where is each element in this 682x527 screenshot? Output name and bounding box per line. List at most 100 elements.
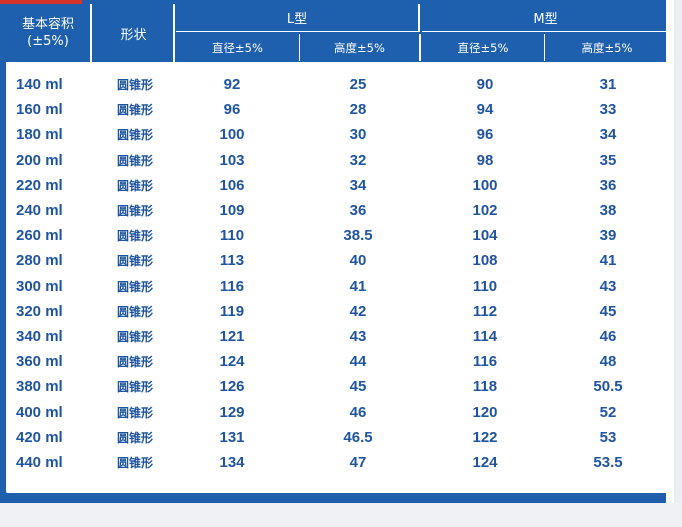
l-diameter-cell: 103 [219,151,245,169]
m-height-cell: 50.5 [593,378,623,396]
l-height-cell: 46.5 [343,428,373,446]
capacity-cell: 320 ml [16,302,63,320]
l-diameter-cell: 131 [219,428,245,446]
m-height-cell: 36 [599,176,617,194]
m-diameter-cell: 108 [472,252,498,270]
header-capacity-label: 基本容积 [21,17,74,32]
table-row: 420 ml 圆锥形 131 46.5 122 53 [6,425,669,450]
shape-cell: 圆锥形 [116,78,153,92]
table-row: 320 ml 圆锥形 119 42 112 45 [6,299,669,324]
l-height-cell: 42 [349,302,367,320]
m-height-cell: 45 [599,302,617,320]
shape-cell: 圆锥形 [116,254,153,269]
m-height-cell: 31 [599,76,617,93]
l-height-cell: 34 [349,176,367,194]
m-height-cell: 41 [599,252,617,270]
l-height-cell: 25 [349,76,367,93]
m-diameter-cell: 96 [476,126,494,144]
table-row: 200 ml 圆锥形 103 32 98 35 [6,148,669,173]
l-height-cell: 28 [349,101,367,119]
l-diameter-cell: 124 [219,353,245,371]
table-row: 300 ml 圆锥形 116 41 110 43 [6,274,669,299]
m-diameter-cell: 122 [472,428,498,446]
l-height-cell: 40 [349,252,367,270]
shape-cell: 圆锥形 [116,456,153,470]
table-row: 340 ml 圆锥形 121 43 114 46 [6,324,669,349]
l-height-cell: 30 [349,126,367,144]
l-height-cell: 44 [349,353,367,371]
l-diameter-cell: 119 [219,302,245,320]
l-height-cell: 45 [349,378,367,396]
header-shape: 形状 [94,4,175,62]
shape-cell: 圆锥形 [116,330,153,344]
l-height-cell: 41 [349,277,367,295]
l-diameter-cell: 129 [219,403,245,421]
m-height-cell: 48 [599,353,617,371]
header-l-height: 高度±5% [300,34,421,61]
m-height-cell: 43 [599,277,617,295]
m-diameter-cell: 118 [472,378,498,396]
m-diameter-cell: 124 [472,454,498,471]
table-body: 140 ml 圆锥形 92 25 90 31 160 ml 圆锥形 96 28 94 33 180 ml… [6,62,669,493]
m-diameter-cell: 116 [472,353,498,371]
l-diameter-cell: 121 [219,328,245,345]
capacity-cell: 220 ml [16,176,63,194]
l-height-cell: 32 [349,151,367,169]
capacity-cell: 200 ml [16,151,63,169]
m-diameter-cell: 100 [472,176,498,194]
m-height-cell: 53.5 [593,454,623,471]
l-diameter-cell: 106 [219,176,245,194]
table-row: 440 ml 圆锥形 134 47 124 53.5 [6,450,669,475]
shape-cell: 圆锥形 [116,380,153,395]
m-height-cell: 33 [599,101,617,119]
shape-cell: 圆锥形 [116,304,153,319]
header-capacity: 基本容积 (±5%) [6,4,92,62]
table-row: 280 ml 圆锥形 113 40 108 41 [6,248,669,273]
l-height-cell: 46 [349,403,367,421]
capacity-cell: 260 ml [16,227,63,245]
header-m-type: M型 [422,4,669,32]
table-row: 140 ml 圆锥形 92 25 90 31 [6,72,669,97]
shape-cell: 圆锥形 [116,229,153,244]
accent-tab [0,0,82,4]
m-height-cell: 46 [599,328,617,345]
shape-cell: 圆锥形 [116,128,153,143]
l-height-cell: 47 [349,454,367,471]
bottom-strip [0,503,682,527]
l-diameter-cell: 92 [223,76,241,93]
table-row: 220 ml 圆锥形 106 34 100 36 [6,173,669,198]
shape-cell: 圆锥形 [116,430,153,445]
header-l-type: L型 [176,4,420,32]
table-row: 240 ml 圆锥形 109 36 102 38 [6,198,669,223]
capacity-cell: 140 ml [16,76,63,93]
m-diameter-cell: 112 [472,302,498,320]
m-diameter-cell: 114 [472,328,498,345]
capacity-cell: 420 ml [16,428,63,446]
l-diameter-cell: 116 [219,277,245,295]
m-height-cell: 53 [599,428,617,446]
l-diameter-cell: 109 [219,202,245,219]
l-height-cell: 36 [349,202,367,219]
shape-cell: 圆锥形 [116,355,153,370]
shape-cell: 圆锥形 [116,153,153,168]
header-capacity-tolerance: (±5%) [27,34,69,49]
l-diameter-cell: 100 [219,126,245,144]
m-height-cell: 52 [599,403,617,421]
l-diameter-cell: 126 [219,378,245,396]
m-height-cell: 34 [599,126,617,144]
m-diameter-cell: 120 [472,403,498,421]
shape-cell: 圆锥形 [116,279,153,294]
table-row: 180 ml 圆锥形 100 30 96 34 [6,122,669,147]
m-height-cell: 39 [599,227,617,245]
m-diameter-cell: 98 [476,151,494,169]
capacity-cell: 280 ml [16,252,63,270]
capacity-cell: 380 ml [16,378,63,396]
shape-cell: 圆锥形 [116,178,153,193]
table-row: 360 ml 圆锥形 124 44 116 48 [6,349,669,374]
capacity-cell: 180 ml [16,126,63,144]
spec-table: 基本容积 (±5%) 形状 L型 M型 直径±5% 高度±5% 直径±5% 高度… [0,0,674,503]
m-height-cell: 35 [599,151,617,169]
l-diameter-cell: 96 [223,101,241,119]
m-height-cell: 38 [599,202,617,219]
l-diameter-cell: 134 [219,454,245,471]
